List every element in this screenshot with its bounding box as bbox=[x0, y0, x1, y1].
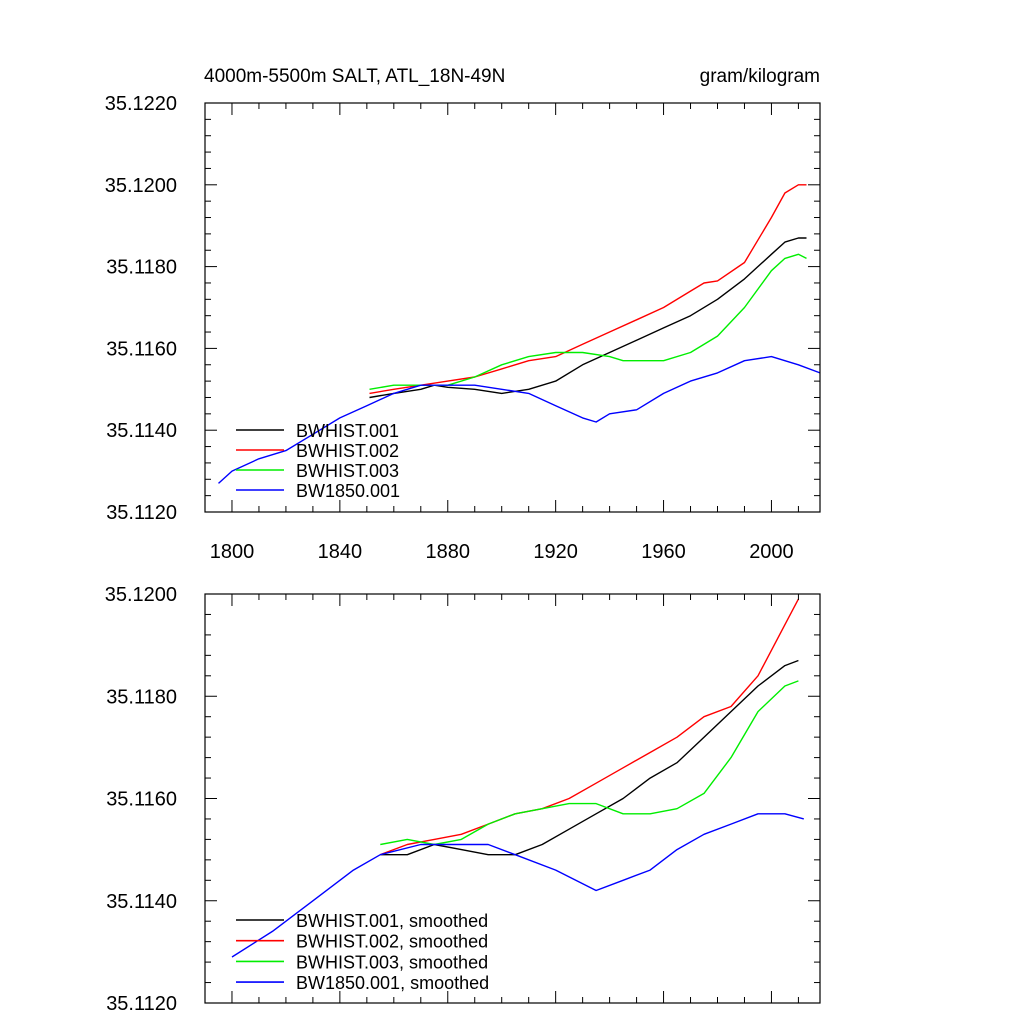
series-line-2 bbox=[380, 598, 800, 856]
y-tick-label: 35.1160 bbox=[106, 338, 177, 360]
series-line-2 bbox=[369, 184, 807, 395]
legend-label: BWHIST.001 bbox=[296, 421, 399, 441]
legend-label: BW1850.001 bbox=[296, 481, 400, 501]
y-tick-label: 35.1120 bbox=[106, 993, 177, 1015]
y-tick-label: 35.1180 bbox=[106, 686, 177, 708]
series-line-4 bbox=[231, 813, 804, 958]
x-tick-label: 1920 bbox=[533, 541, 578, 563]
legend-label: BWHIST.002 bbox=[296, 441, 399, 461]
top-title-left: 4000m-5500m SALT, ATL_18N-49N bbox=[204, 66, 505, 87]
x-tick-label: 1800 bbox=[210, 541, 255, 563]
top-panel: 4000m-5500m SALT, ATL_18N-49N gram/kilog… bbox=[105, 66, 821, 563]
x-tick-label: 2000 bbox=[749, 541, 794, 563]
legend-label: BW1850.001, smoothed bbox=[296, 973, 489, 993]
legend-label: BWHIST.003 bbox=[296, 461, 399, 481]
series-line-1 bbox=[369, 237, 807, 399]
legend-label: BWHIST.002, smoothed bbox=[296, 932, 488, 952]
x-tick-label: 1960 bbox=[641, 541, 686, 563]
y-tick-label: 35.1200 bbox=[105, 584, 177, 606]
series-line-3 bbox=[369, 253, 807, 390]
bottom-panel: 35.1120 35.1140 35.1160 35.1180 35.1200 BWHIS… bbox=[105, 584, 821, 1015]
series-line-1 bbox=[380, 659, 799, 856]
series-line-4 bbox=[218, 355, 821, 484]
plot-frame bbox=[204, 102, 821, 513]
y-tick-label: 35.1120 bbox=[106, 502, 177, 524]
legend-label: BWHIST.001, smoothed bbox=[296, 911, 488, 931]
top-title-right: gram/kilogram bbox=[700, 66, 820, 87]
y-tick-label: 35.1220 bbox=[105, 93, 177, 115]
legend-label: BWHIST.003, smoothed bbox=[296, 952, 488, 972]
x-tick-label: 1840 bbox=[318, 541, 363, 563]
y-tick-label: 35.1140 bbox=[106, 420, 177, 442]
y-tick-label: 35.1140 bbox=[106, 891, 177, 913]
x-tick-label: 1880 bbox=[426, 541, 471, 563]
y-tick-label: 35.1160 bbox=[106, 789, 177, 811]
series-line-3 bbox=[380, 680, 799, 846]
y-tick-label: 35.1180 bbox=[106, 257, 177, 279]
y-tick-label: 35.1200 bbox=[105, 175, 177, 197]
